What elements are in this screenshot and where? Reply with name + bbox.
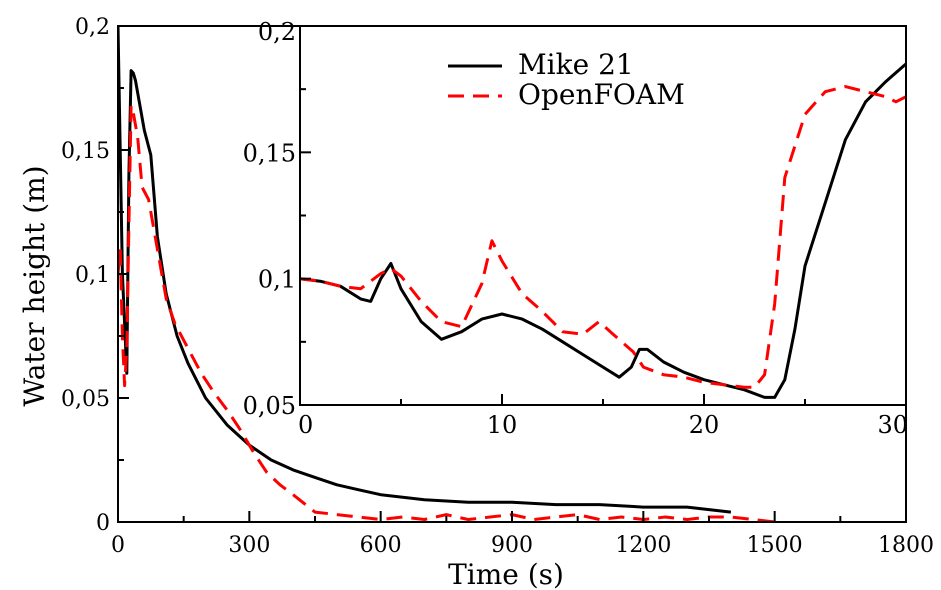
main-y-tick-label: 0,1 xyxy=(75,263,110,288)
main-x-tick-label: 1200 xyxy=(615,533,671,558)
inset-y-tick-label: 0,2 xyxy=(258,18,296,46)
inset-x-tick-label: 20 xyxy=(689,411,720,439)
main-series-1-line xyxy=(118,103,775,522)
main-y-tick-label: 0,15 xyxy=(61,139,110,164)
main-y-tick-label: 0,05 xyxy=(61,387,110,412)
inset-y-tick-label: 0,15 xyxy=(243,139,296,167)
main-x-axis-title: Time (s) xyxy=(448,558,564,590)
inset-background xyxy=(300,26,906,405)
main-x-tick-label: 300 xyxy=(228,533,270,558)
main-x-tick-label: 1800 xyxy=(878,533,934,558)
main-y-axis-title: Water height (m) xyxy=(18,165,51,406)
main-x-tick-label: 600 xyxy=(360,533,402,558)
legend-label-openfoam: OpenFOAM xyxy=(518,78,685,111)
inset-x-tick-label: 10 xyxy=(487,411,518,439)
main-x-tick-label: 1500 xyxy=(747,533,803,558)
inset-series-openfoam-line xyxy=(300,85,906,389)
inset-series-mike-21-line xyxy=(300,62,906,399)
inset-y-tick-label: 0,1 xyxy=(258,266,296,294)
main-x-tick-label: 0 xyxy=(111,533,125,558)
main-x-tick-label: 900 xyxy=(491,533,533,558)
inset-x-tick-label: 30 xyxy=(877,411,908,439)
main-y-tick-label: 0 xyxy=(96,511,110,536)
inset-x-tick-label: 0 xyxy=(298,411,313,439)
main-series-0-line xyxy=(118,26,732,514)
legend-label-mike-21: Mike 21 xyxy=(518,48,634,81)
inset-y-tick-label: 0,05 xyxy=(243,392,296,420)
main-y-tick-label: 0,2 xyxy=(75,15,110,40)
